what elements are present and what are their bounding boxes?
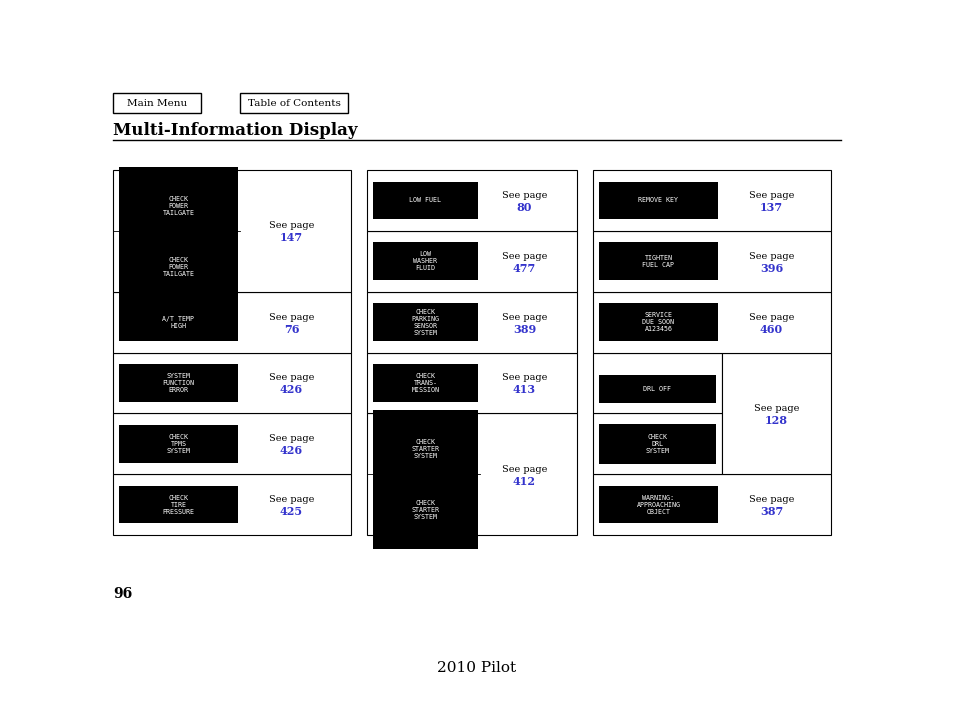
Bar xyxy=(598,303,718,341)
Text: 387: 387 xyxy=(760,506,782,517)
Bar xyxy=(367,352,577,413)
Bar xyxy=(373,303,477,341)
Bar xyxy=(112,352,351,413)
Text: REMOVE KEY: REMOVE KEY xyxy=(638,197,678,204)
Bar xyxy=(373,410,477,488)
Bar xyxy=(593,231,830,292)
Bar xyxy=(593,413,720,474)
Bar xyxy=(598,242,718,280)
Text: CHECK
POWER
TAILGATE: CHECK POWER TAILGATE xyxy=(162,257,194,277)
Text: CHECK
TPMS
SYSTEM: CHECK TPMS SYSTEM xyxy=(167,434,191,454)
Text: 80: 80 xyxy=(517,202,532,213)
Text: 396: 396 xyxy=(760,263,782,274)
Bar xyxy=(598,375,715,403)
Text: 76: 76 xyxy=(283,324,299,334)
Text: Main Menu: Main Menu xyxy=(127,99,187,107)
Text: CHECK
DRL
SYSTEM: CHECK DRL SYSTEM xyxy=(644,434,669,454)
Text: See page: See page xyxy=(269,373,314,383)
Text: Multi-Information Display: Multi-Information Display xyxy=(112,122,357,139)
Text: See page: See page xyxy=(748,191,793,200)
Text: SYSTEM
FUNCTION
ERROR: SYSTEM FUNCTION ERROR xyxy=(162,373,194,393)
Text: See page: See page xyxy=(269,222,314,230)
Text: 147: 147 xyxy=(279,232,303,244)
Bar xyxy=(373,182,477,219)
Text: 460: 460 xyxy=(760,324,782,334)
Text: CHECK
TRANS-
MISSION: CHECK TRANS- MISSION xyxy=(411,373,439,393)
Bar xyxy=(720,352,830,474)
Bar xyxy=(593,474,830,535)
Text: CHECK
PARKING
SENSOR
SYSTEM: CHECK PARKING SENSOR SYSTEM xyxy=(411,309,439,336)
Text: Table of Contents: Table of Contents xyxy=(247,99,340,107)
Bar xyxy=(593,352,720,413)
Text: See page: See page xyxy=(269,495,314,504)
Text: See page: See page xyxy=(748,312,793,322)
Bar xyxy=(598,424,715,464)
Text: LOW
WASHER
FLUID: LOW WASHER FLUID xyxy=(413,251,437,271)
Text: CHECK
STARTER
SYSTEM: CHECK STARTER SYSTEM xyxy=(411,439,439,459)
Text: WARNING:
APPROACHING
OBJECT: WARNING: APPROACHING OBJECT xyxy=(636,495,679,515)
Bar xyxy=(112,292,351,352)
Bar xyxy=(112,93,201,113)
Text: See page: See page xyxy=(748,252,793,261)
Text: See page: See page xyxy=(501,312,547,322)
Text: 426: 426 xyxy=(279,445,303,457)
Text: See page: See page xyxy=(501,191,547,200)
Bar xyxy=(119,303,237,341)
Text: See page: See page xyxy=(501,373,547,383)
Bar xyxy=(240,93,348,113)
Text: 2010 Pilot: 2010 Pilot xyxy=(437,661,516,675)
Bar xyxy=(119,486,237,523)
Bar xyxy=(119,167,237,245)
Bar xyxy=(119,228,237,306)
Bar xyxy=(373,242,477,280)
Text: 425: 425 xyxy=(279,506,303,517)
Text: U.S.: U.S. xyxy=(119,295,136,302)
Text: 413: 413 xyxy=(513,384,536,395)
Text: 426: 426 xyxy=(279,384,303,395)
Bar xyxy=(367,413,577,535)
Text: SERVICE
DUE SOON
A123456: SERVICE DUE SOON A123456 xyxy=(641,312,674,332)
Text: See page: See page xyxy=(269,312,314,322)
Text: A/T TEMP
HIGH: A/T TEMP HIGH xyxy=(162,315,194,329)
Bar xyxy=(598,486,718,523)
Text: CHECK
POWER
TAILGATE: CHECK POWER TAILGATE xyxy=(162,196,194,216)
Text: CHECK
STARTER
SYSTEM: CHECK STARTER SYSTEM xyxy=(411,500,439,520)
Text: CHECK
TIRE
PRESSURE: CHECK TIRE PRESSURE xyxy=(162,495,194,515)
Bar xyxy=(593,170,830,231)
Bar xyxy=(367,231,577,292)
Text: See page: See page xyxy=(501,464,547,474)
Bar xyxy=(112,474,351,535)
Text: See page: See page xyxy=(501,252,547,261)
Text: Canada: Canada xyxy=(373,475,405,484)
Text: 128: 128 xyxy=(764,415,787,426)
Bar xyxy=(112,170,351,292)
Bar xyxy=(373,364,477,402)
Text: See page: See page xyxy=(269,435,314,443)
Text: 96: 96 xyxy=(112,587,132,601)
Text: 137: 137 xyxy=(760,202,782,213)
Text: DRL OFF: DRL OFF xyxy=(642,386,671,392)
Text: See page: See page xyxy=(753,404,798,413)
Bar xyxy=(119,364,237,402)
Text: 412: 412 xyxy=(513,476,536,486)
Bar xyxy=(373,471,477,549)
Bar xyxy=(367,292,577,352)
Text: U.S.: U.S. xyxy=(373,538,390,546)
Text: LOW FUEL: LOW FUEL xyxy=(409,197,441,204)
Text: TIGHTEN
FUEL CAP: TIGHTEN FUEL CAP xyxy=(641,255,674,268)
Text: See page: See page xyxy=(748,495,793,504)
Bar xyxy=(119,425,237,463)
Bar xyxy=(367,170,577,231)
Bar xyxy=(112,413,351,474)
Text: 389: 389 xyxy=(513,324,536,334)
Bar xyxy=(593,292,830,352)
Text: 477: 477 xyxy=(513,263,536,274)
Bar xyxy=(598,182,718,219)
Text: Canada: Canada xyxy=(119,232,151,240)
